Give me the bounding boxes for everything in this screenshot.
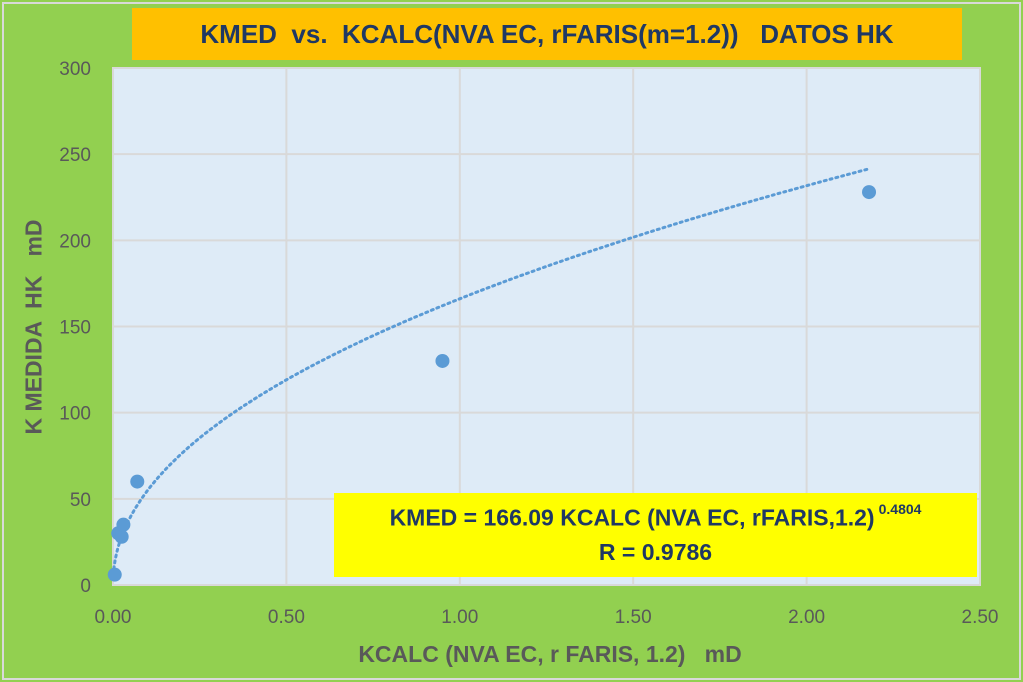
equation-box: KMED = 166.09 KCALC (NVA EC, rFARIS,1.2)… (334, 493, 977, 577)
y-tick-label: 100 (59, 404, 91, 425)
y-axis-label: K MEDIDA HK mD (20, 219, 47, 435)
y-tick-label: 150 (59, 318, 91, 339)
chart-title: KMED vs. KCALC(NVA EC, rFARIS(m=1.2)) DA… (200, 18, 894, 49)
x-tick-label: 1.00 (441, 607, 478, 628)
equation-line: KMED = 166.09 KCALC (NVA EC, rFARIS,1.2)… (389, 500, 922, 532)
chart-title-box: KMED vs. KCALC(NVA EC, rFARIS(m=1.2)) DA… (132, 8, 962, 60)
plot-border (112, 67, 981, 586)
data-point (435, 353, 450, 368)
y-tick-label: 250 (59, 145, 91, 166)
data-point (114, 529, 129, 544)
data-point (862, 185, 877, 200)
y-tick-label: 50 (70, 490, 91, 511)
x-tick-label: 1.50 (615, 607, 652, 628)
x-tick-label: 2.00 (788, 607, 825, 628)
x-tick-label: 0.00 (95, 607, 132, 628)
data-point (107, 567, 122, 582)
trendline (111, 167, 871, 577)
equation-text: KMED = 166.09 KCALC (NVA EC, rFARIS,1.2) (389, 504, 875, 531)
y-tick-label: 0 (80, 576, 91, 597)
correlation-text: R = 0.9786 (598, 539, 713, 566)
data-point (130, 474, 145, 489)
x-tick-label: 0.50 (268, 607, 305, 628)
y-tick-label: 300 (59, 59, 91, 80)
equation-exponent: 0.4804 (878, 500, 922, 517)
data-point (116, 517, 131, 532)
y-tick-label: 200 (59, 231, 91, 252)
x-tick-label: 2.50 (962, 607, 999, 628)
x-axis-label: KCALC (NVA EC, r FARIS, 1.2) mD (358, 641, 742, 667)
